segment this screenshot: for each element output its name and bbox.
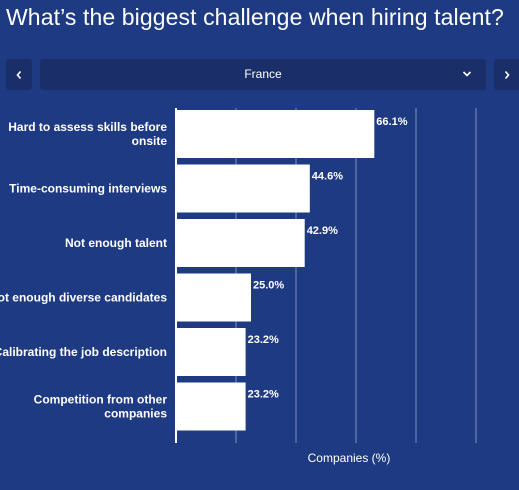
country-select-value: France	[244, 67, 282, 81]
bar-value-label: 42.9%	[307, 225, 338, 237]
bar-value-label: 25.0%	[253, 280, 284, 292]
category-label: Not enough diverse candidates	[0, 291, 167, 305]
bar	[176, 382, 246, 431]
category-label-line: Calibrating the job description	[0, 345, 167, 359]
bar	[176, 273, 251, 322]
category-label-line: onsite	[132, 134, 168, 148]
bar	[176, 219, 305, 267]
bar	[176, 328, 246, 376]
category-label-line: Time-consuming interviews	[9, 182, 167, 196]
category-label: Hard to assess skills before onsite	[8, 120, 167, 148]
category-label-line: Not enough diverse candidates	[0, 291, 167, 305]
bar	[176, 164, 310, 213]
x-axis-title: Companies (%)	[308, 451, 391, 465]
bar	[176, 110, 375, 158]
category-label-line: Hard to assess skills before	[8, 120, 167, 134]
category-label: Calibrating the job description	[0, 345, 167, 359]
bar-value-label: 66.1%	[376, 116, 407, 128]
chevron-down-icon	[462, 71, 472, 77]
bar-value-label: 44.6%	[312, 171, 343, 183]
chevron-left-icon	[16, 70, 22, 79]
country-select[interactable]: France	[40, 59, 486, 90]
category-label: Competition from other companies	[34, 393, 168, 421]
category-label: Not enough talent	[65, 236, 167, 250]
next-button[interactable]	[494, 59, 519, 90]
chevron-right-icon	[504, 70, 510, 79]
bar-value-label: 23.2%	[248, 334, 279, 346]
category-label-line: Competition from other	[34, 393, 168, 407]
category-label-line: Not enough talent	[65, 236, 167, 250]
category-label-line: companies	[104, 407, 167, 421]
category-label: Time-consuming interviews	[9, 182, 167, 196]
page-title: What’s the biggest challenge when hiring…	[6, 4, 504, 30]
previous-button[interactable]	[6, 59, 32, 90]
bar-value-label: 23.2%	[248, 389, 279, 401]
